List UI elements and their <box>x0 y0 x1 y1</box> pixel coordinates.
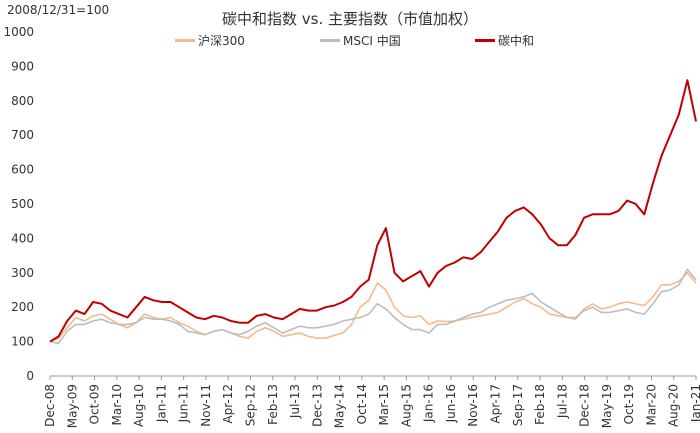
legend-label-carbon: 碳中和 <box>498 34 535 48</box>
x-tick-label: Dec-08 <box>43 384 57 427</box>
legend: 沪深300 MSCI 中国 碳中和 <box>175 32 575 50</box>
x-tick-label: Nov-16 <box>466 384 480 427</box>
x-tick-label: Dec-18 <box>578 384 592 427</box>
x-tick-label: Jul-13 <box>288 384 302 419</box>
x-tick-label: Jan-16 <box>422 384 436 423</box>
x-tick-label: Feb-13 <box>266 384 280 425</box>
x-tick-label: Jun-16 <box>444 384 458 423</box>
x-tick-label: Aug-20 <box>667 384 681 427</box>
x-tick-label: Jan-11 <box>154 384 168 423</box>
x-tick-label: Mar-20 <box>644 384 658 425</box>
x-tick-label: Mar-15 <box>377 384 391 425</box>
x-tick-label: May-19 <box>600 384 614 428</box>
x-tick-label: Dec-13 <box>310 384 324 427</box>
series-line-carbon <box>49 79 697 343</box>
y-tick-label: 0 <box>26 369 34 383</box>
legend-swatch-msci <box>320 39 340 42</box>
legend-item-hs300: 沪深300 <box>175 32 245 49</box>
x-tick-label: Oct-09 <box>88 384 102 424</box>
x-tick-label: Jul-18 <box>555 384 569 419</box>
y-tick-label: 200 <box>11 300 34 314</box>
x-tick-label: Apr-12 <box>221 384 235 424</box>
y-tick-label: 400 <box>11 231 34 245</box>
y-tick-label: 600 <box>11 163 34 177</box>
x-tick-label: Aug-15 <box>399 384 413 427</box>
x-tick-label: Jan-21 <box>689 384 700 423</box>
x-tick-label: Jun-11 <box>177 384 191 423</box>
x-tick-label: Oct-14 <box>355 384 369 424</box>
x-tick-label: Mar-10 <box>110 384 124 425</box>
x-tick-label: May-09 <box>65 384 79 428</box>
y-tick-label: 1000 <box>3 25 34 39</box>
x-tick-label: Aug-10 <box>132 384 146 427</box>
x-tick-label: Sep-12 <box>243 384 257 426</box>
y-tick-label: 100 <box>11 335 34 349</box>
x-tick-label: Oct-19 <box>622 384 636 424</box>
legend-label-hs300: 沪深300 <box>198 34 245 48</box>
legend-item-carbon: 碳中和 <box>475 32 534 49</box>
x-tick-label: May-14 <box>333 384 347 428</box>
x-tick-label: Nov-11 <box>199 384 213 427</box>
legend-swatch-hs300 <box>175 39 195 42</box>
legend-label-msci: MSCI 中国 <box>343 34 401 48</box>
chart-title: 碳中和指数 vs. 主要指数（市值加权） <box>222 10 478 28</box>
y-tick-label: 500 <box>11 197 34 211</box>
x-tick-label: Apr-17 <box>489 384 503 424</box>
y-tick-label: 800 <box>11 94 34 108</box>
y-tick-label: 300 <box>11 266 34 280</box>
series-line-msci <box>49 268 697 345</box>
legend-swatch-carbon <box>475 39 495 42</box>
y-tick-label: 900 <box>11 59 34 73</box>
x-tick-label: Feb-18 <box>533 384 547 425</box>
legend-item-msci: MSCI 中国 <box>320 32 401 49</box>
y-tick-label: 700 <box>11 128 34 142</box>
base-note: 2008/12/31=100 <box>7 3 110 17</box>
x-tick-label: Sep-17 <box>511 384 525 426</box>
series-line-hs300 <box>49 271 697 343</box>
